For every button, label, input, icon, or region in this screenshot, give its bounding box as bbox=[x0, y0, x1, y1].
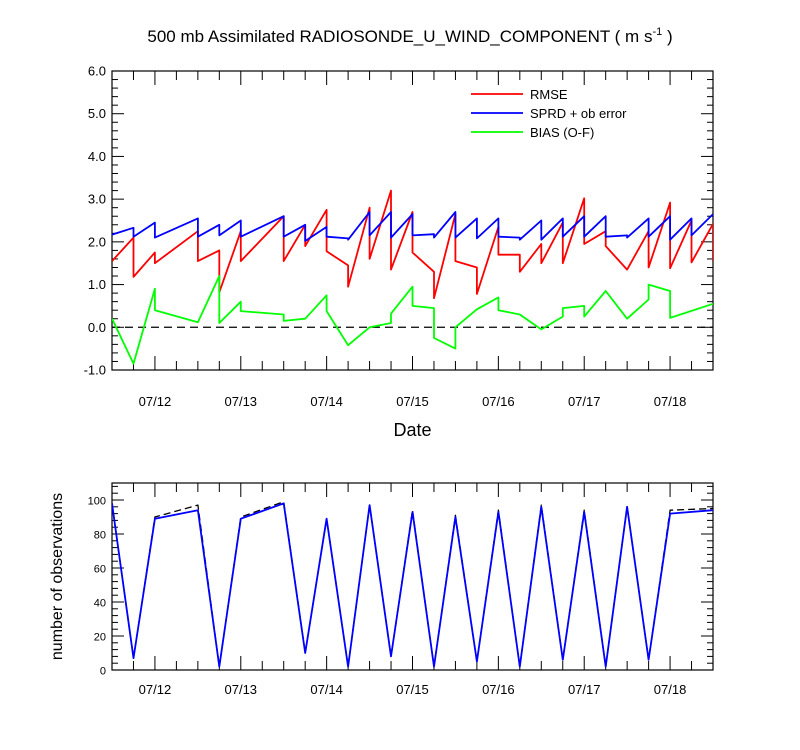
x-tick-label: 07/15 bbox=[396, 682, 429, 697]
x-axis-label: Date bbox=[393, 420, 431, 440]
y-tick-label: 5.0 bbox=[88, 106, 106, 121]
series-line-sprd-ob-error bbox=[112, 211, 713, 242]
legend-label: SPRD + ob error bbox=[530, 106, 627, 121]
y-tick-label: 20 bbox=[94, 632, 106, 644]
top-plot: -1.0 0.0 1.0 2.0 3.0 4.0 5.0 6.0 07/12 07/13 07/14… bbox=[84, 64, 714, 440]
y-tick-label: 40 bbox=[94, 598, 106, 610]
series-line-observations-used bbox=[112, 502, 713, 668]
y-tick-label: 80 bbox=[94, 530, 106, 542]
legend-label: BIAS (O-F) bbox=[530, 125, 594, 140]
x-tick-label: 07/18 bbox=[654, 682, 687, 697]
chart-title-main: 500 mb Assimilated RADIOSONDE_U_WIND_COM… bbox=[147, 27, 652, 46]
x-tick-label: 07/17 bbox=[568, 682, 601, 697]
y-tick-label: 2.0 bbox=[88, 234, 106, 249]
series-line-observations-total bbox=[112, 501, 713, 668]
x-tick-label: 07/15 bbox=[396, 394, 429, 409]
y-tick-label: 0.0 bbox=[88, 320, 106, 335]
y-tick-label: -1.0 bbox=[84, 363, 106, 378]
series-line-bias-o-f bbox=[112, 275, 713, 365]
y-tick-label: 3.0 bbox=[88, 192, 106, 207]
x-tick-label: 07/17 bbox=[568, 394, 601, 409]
y-tick-label: 0 bbox=[100, 666, 106, 678]
chart-title-superscript: -1 bbox=[652, 26, 662, 38]
y-tick-label: 6.0 bbox=[88, 64, 106, 79]
bottom-plot: 0 20 40 60 80 100 07/12 07/13 07/14 07/15 07/16 07/… bbox=[49, 482, 714, 697]
x-tick-label: 07/12 bbox=[139, 394, 172, 409]
chart-title: 500 mb Assimilated RADIOSONDE_U_WIND_COM… bbox=[147, 26, 672, 46]
x-tick-label: 07/13 bbox=[225, 394, 258, 409]
x-tick-label: 07/14 bbox=[310, 682, 343, 697]
y-axis-label: number of observations bbox=[49, 493, 66, 660]
y-tick-label: 1.0 bbox=[88, 277, 106, 292]
series-line-rmse bbox=[112, 189, 713, 300]
chart-title-close: ) bbox=[662, 27, 672, 46]
x-tick-label: 07/13 bbox=[225, 682, 258, 697]
legend-label: RMSE bbox=[530, 87, 568, 102]
x-tick-label: 07/12 bbox=[139, 682, 172, 697]
y-tick-label: 60 bbox=[94, 564, 106, 576]
x-tick-label: 07/14 bbox=[310, 394, 343, 409]
x-tick-label: 07/18 bbox=[654, 394, 687, 409]
y-tick-label: 100 bbox=[88, 496, 106, 508]
x-tick-label: 07/16 bbox=[482, 682, 515, 697]
y-tick-label: 4.0 bbox=[88, 149, 106, 164]
x-tick-label: 07/16 bbox=[482, 394, 515, 409]
